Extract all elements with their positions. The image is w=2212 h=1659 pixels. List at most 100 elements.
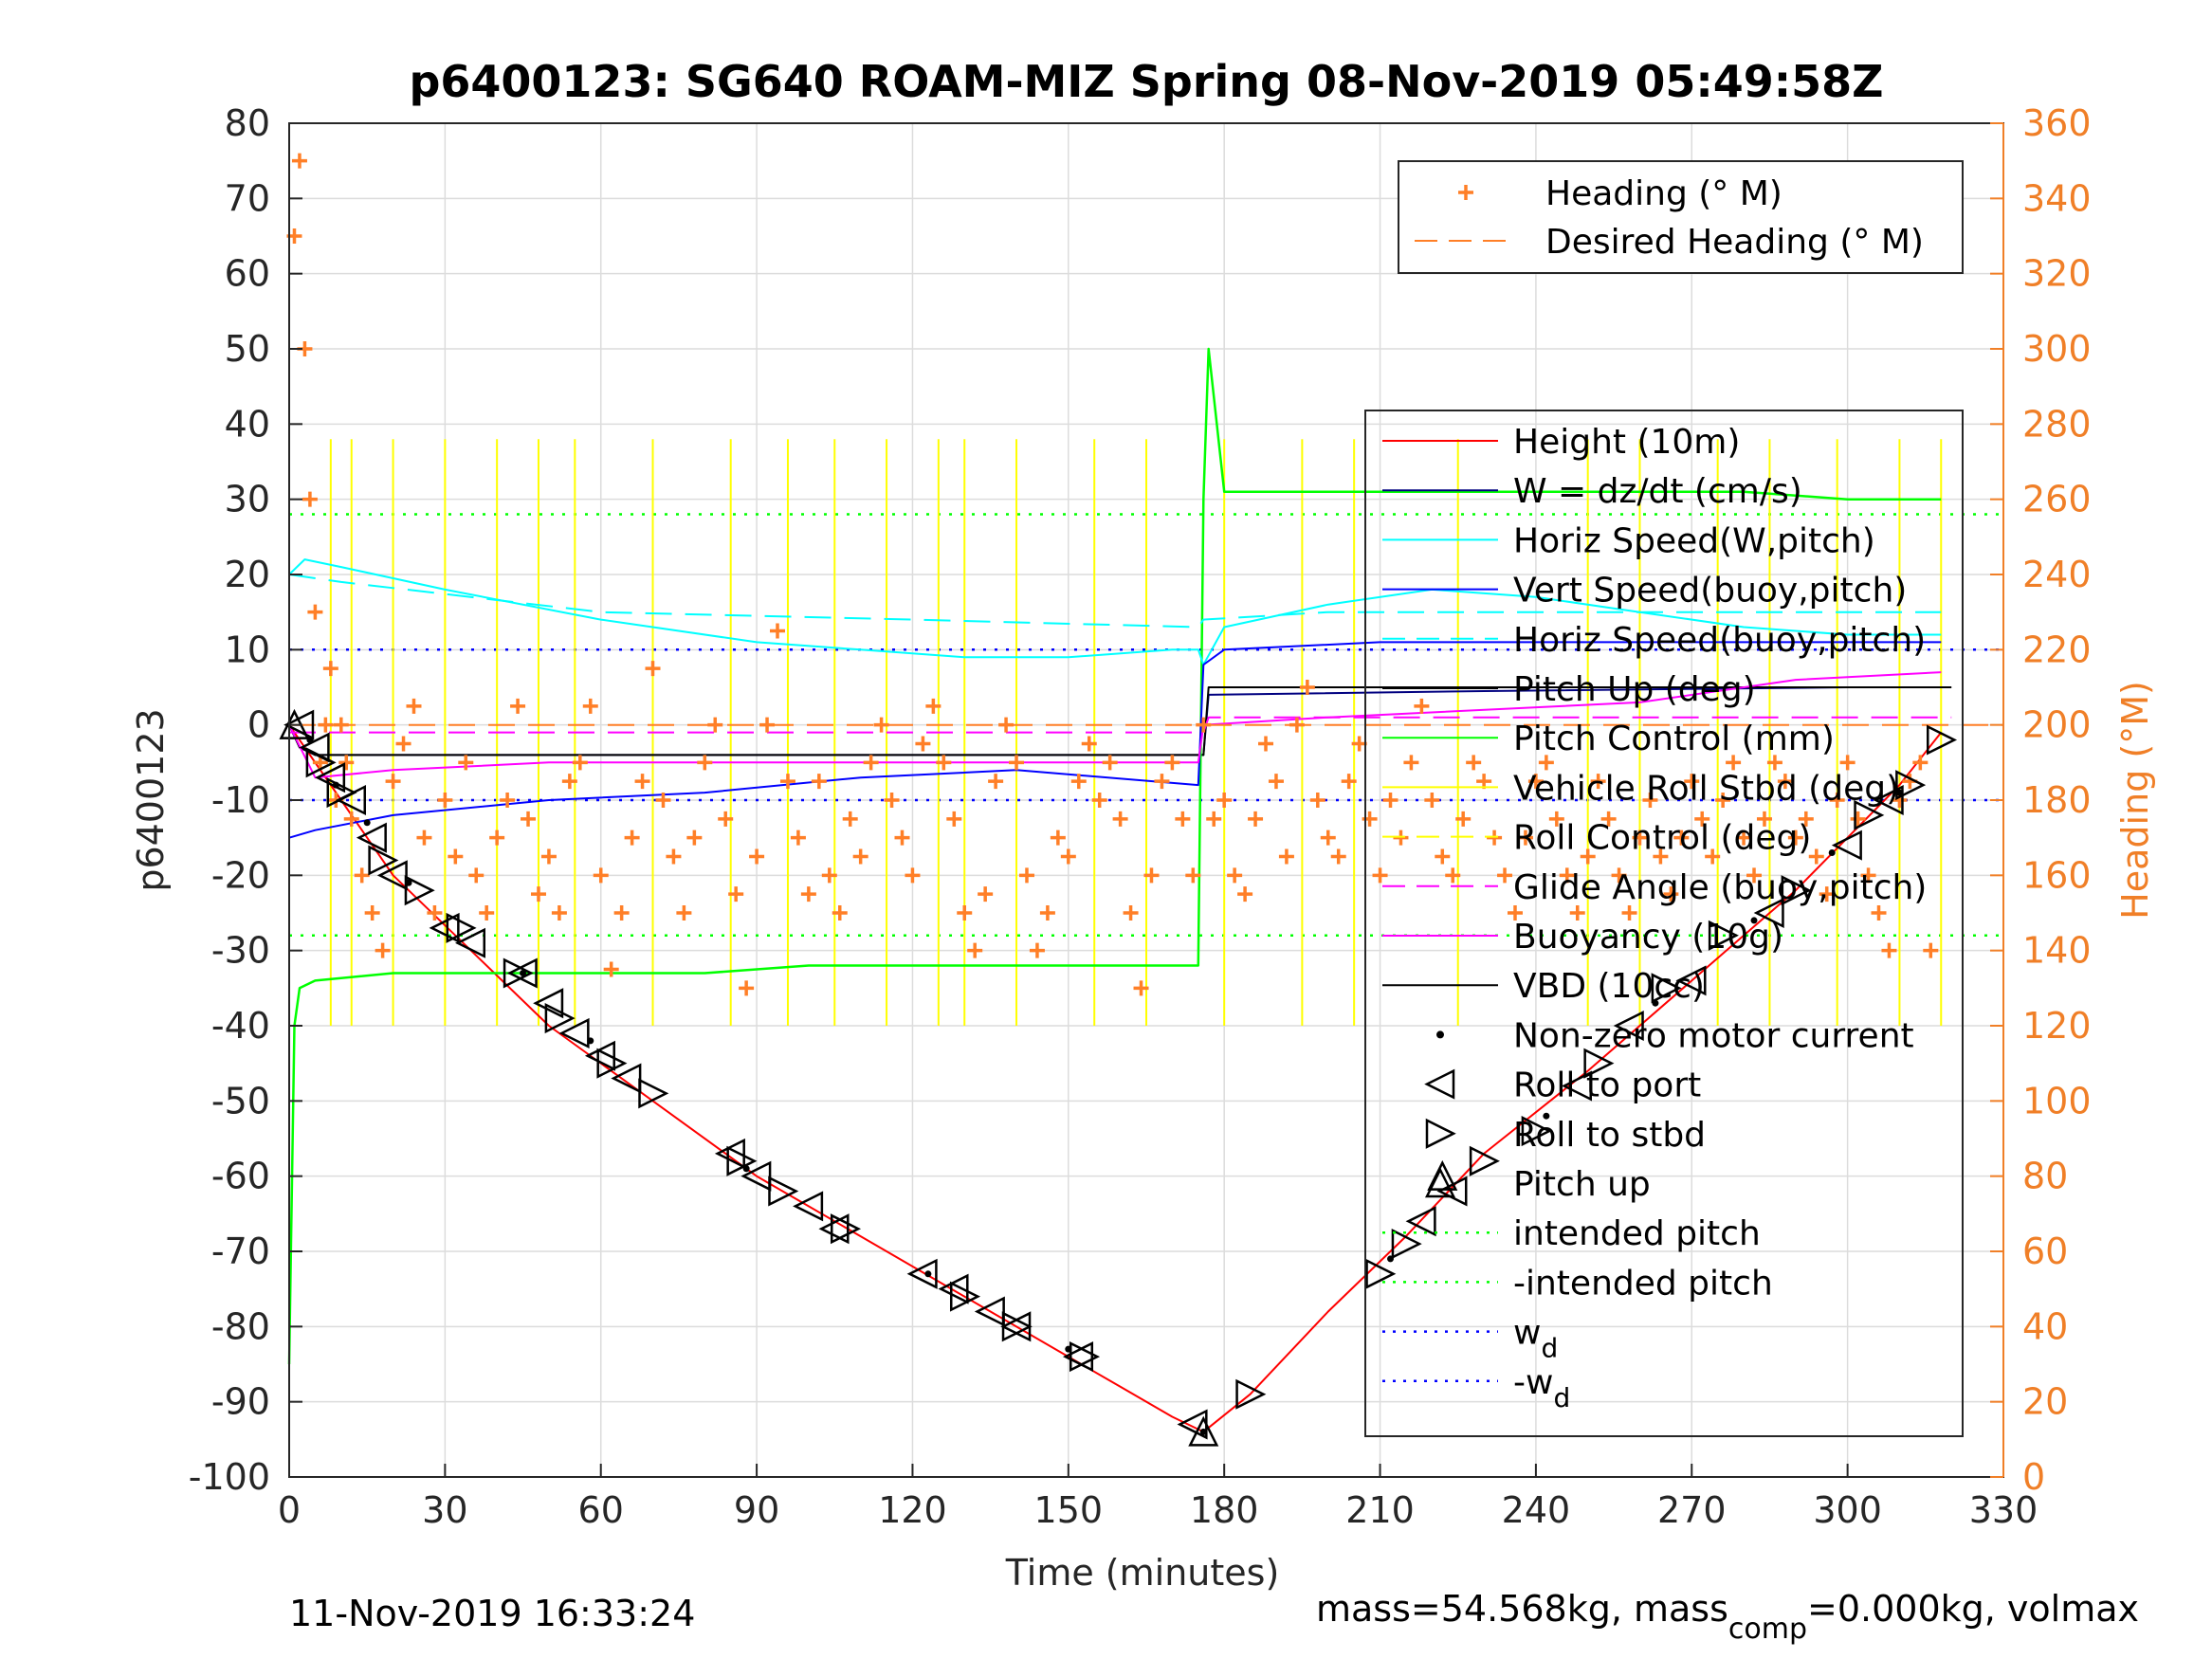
roll-stbd-marker xyxy=(1781,875,1812,906)
heading-point xyxy=(884,793,900,808)
heading-point xyxy=(1330,848,1346,865)
roll-stbd-marker xyxy=(1895,770,1927,801)
roll-port-marker xyxy=(1753,897,1784,929)
heading-point xyxy=(1309,793,1325,808)
heading-point xyxy=(655,793,671,808)
series-horiz-speed-buoy xyxy=(288,574,1942,629)
heading-point xyxy=(1382,793,1398,808)
roll-port-marker xyxy=(283,709,315,740)
legend-main-label-text: Glide Angle (buoy,pitch) xyxy=(1513,868,1927,907)
heading-point xyxy=(1611,867,1627,884)
heading-layer xyxy=(286,154,1939,996)
heading-point xyxy=(1580,848,1596,865)
y2-tick-label: 40 xyxy=(2022,1305,2068,1347)
roll-port-marker xyxy=(793,1191,824,1222)
legend-main-label-text: Pitch Up (deg) xyxy=(1513,670,1756,709)
heading-point xyxy=(1653,848,1669,865)
motor-current-dot xyxy=(924,1270,932,1278)
series-buoyancy xyxy=(288,671,1942,779)
legend-main-label: -wd xyxy=(1513,1363,1570,1413)
y2-tick-label: 100 xyxy=(2022,1080,2092,1121)
y2-tick-label: 280 xyxy=(2022,403,2092,445)
heading-point xyxy=(1445,867,1461,884)
heading-point xyxy=(521,811,537,827)
y-tick-label: -90 xyxy=(211,1381,270,1423)
heading-point xyxy=(1081,736,1097,752)
heading-point xyxy=(364,905,380,921)
roll-port-marker xyxy=(1062,1341,1094,1373)
motor-current-dot xyxy=(1750,917,1758,924)
heading-point xyxy=(1736,830,1752,846)
timestamp-footer: 11-Nov-2019 16:33:24 xyxy=(289,1593,695,1634)
heading-point xyxy=(1621,905,1637,921)
y-tick-label: 60 xyxy=(225,253,270,295)
y-tick-label: 0 xyxy=(247,704,270,746)
heading-point xyxy=(1590,774,1606,790)
heading-point xyxy=(645,661,661,677)
roll-stbd-marker xyxy=(446,912,477,943)
heading-point xyxy=(676,905,692,921)
heading-point xyxy=(540,848,557,865)
heading-point xyxy=(302,491,318,507)
heading-point xyxy=(1746,867,1763,884)
heading-point xyxy=(1424,793,1440,808)
mass-footer-sub: comp xyxy=(1728,1613,1807,1646)
roll-stbd-marker xyxy=(1854,799,1885,830)
roll-port-marker xyxy=(938,1273,969,1304)
heading-point xyxy=(770,623,786,639)
legend-top-box xyxy=(1398,160,1964,274)
roll-stbd-marker xyxy=(1708,920,1739,951)
legend-main-label: Roll to port xyxy=(1513,1066,1701,1105)
y-tick-label: -30 xyxy=(211,930,270,972)
legend-main-label-text: Pitch Control (mm) xyxy=(1513,720,1835,758)
x-tick-label: 240 xyxy=(1502,1489,1571,1531)
y2-tick-label: 0 xyxy=(2022,1456,2045,1498)
heading-point xyxy=(416,830,432,846)
series-pitch-control xyxy=(287,347,1942,1365)
heading-point xyxy=(1227,867,1243,884)
heading-point xyxy=(1258,736,1274,752)
heading-point xyxy=(779,774,795,790)
heading-point xyxy=(1154,774,1170,790)
y-tick-label: 10 xyxy=(225,629,270,670)
legend-main-label-sub: d xyxy=(1553,1382,1570,1413)
y-tick-label: -20 xyxy=(211,854,270,896)
legend-main-label-text: Pitch up xyxy=(1513,1165,1651,1204)
roll-stbd-marker xyxy=(596,1048,628,1079)
heading-point xyxy=(1029,942,1045,958)
legend-main-label-text: -w xyxy=(1513,1363,1553,1402)
heading-point xyxy=(905,867,921,884)
heading-point xyxy=(1341,774,1357,790)
heading-point xyxy=(395,736,411,752)
roll-port-marker xyxy=(1831,830,1862,861)
motor-current-dot xyxy=(1199,1428,1207,1435)
legend-top-label: Desired Heading (° M) xyxy=(1545,223,1924,262)
roll-stbd-marker xyxy=(544,1003,576,1034)
heading-point xyxy=(468,867,484,884)
heading-point xyxy=(1278,848,1294,865)
legend-top-label: Heading (° M) xyxy=(1545,174,1782,213)
heading-point xyxy=(821,867,837,884)
roll-port-marker xyxy=(558,1017,590,1048)
roll-stbd-marker xyxy=(768,1176,799,1207)
heading-point xyxy=(1726,755,1742,771)
heading-point xyxy=(978,886,994,902)
roll-stbd-marker xyxy=(1651,973,1682,1004)
heading-point xyxy=(1705,848,1721,865)
heading-point xyxy=(333,717,349,733)
x-tick-label: 210 xyxy=(1345,1489,1415,1531)
legend-main-label-text: Roll to stbd xyxy=(1513,1116,1706,1155)
roll-port-marker xyxy=(611,1063,642,1094)
roll-stbd-marker xyxy=(830,1213,862,1245)
heading-point xyxy=(500,793,516,808)
legend-main-label: intended pitch xyxy=(1513,1214,1761,1253)
motor-current-dot xyxy=(306,737,314,744)
heading-point xyxy=(1102,755,1118,771)
heading-point xyxy=(790,830,806,846)
y2-tick-label: 320 xyxy=(2022,253,2092,295)
heading-point xyxy=(603,961,619,977)
heading-point xyxy=(1039,905,1055,921)
heading-point xyxy=(322,661,338,677)
y-tick-label: -50 xyxy=(211,1080,270,1121)
